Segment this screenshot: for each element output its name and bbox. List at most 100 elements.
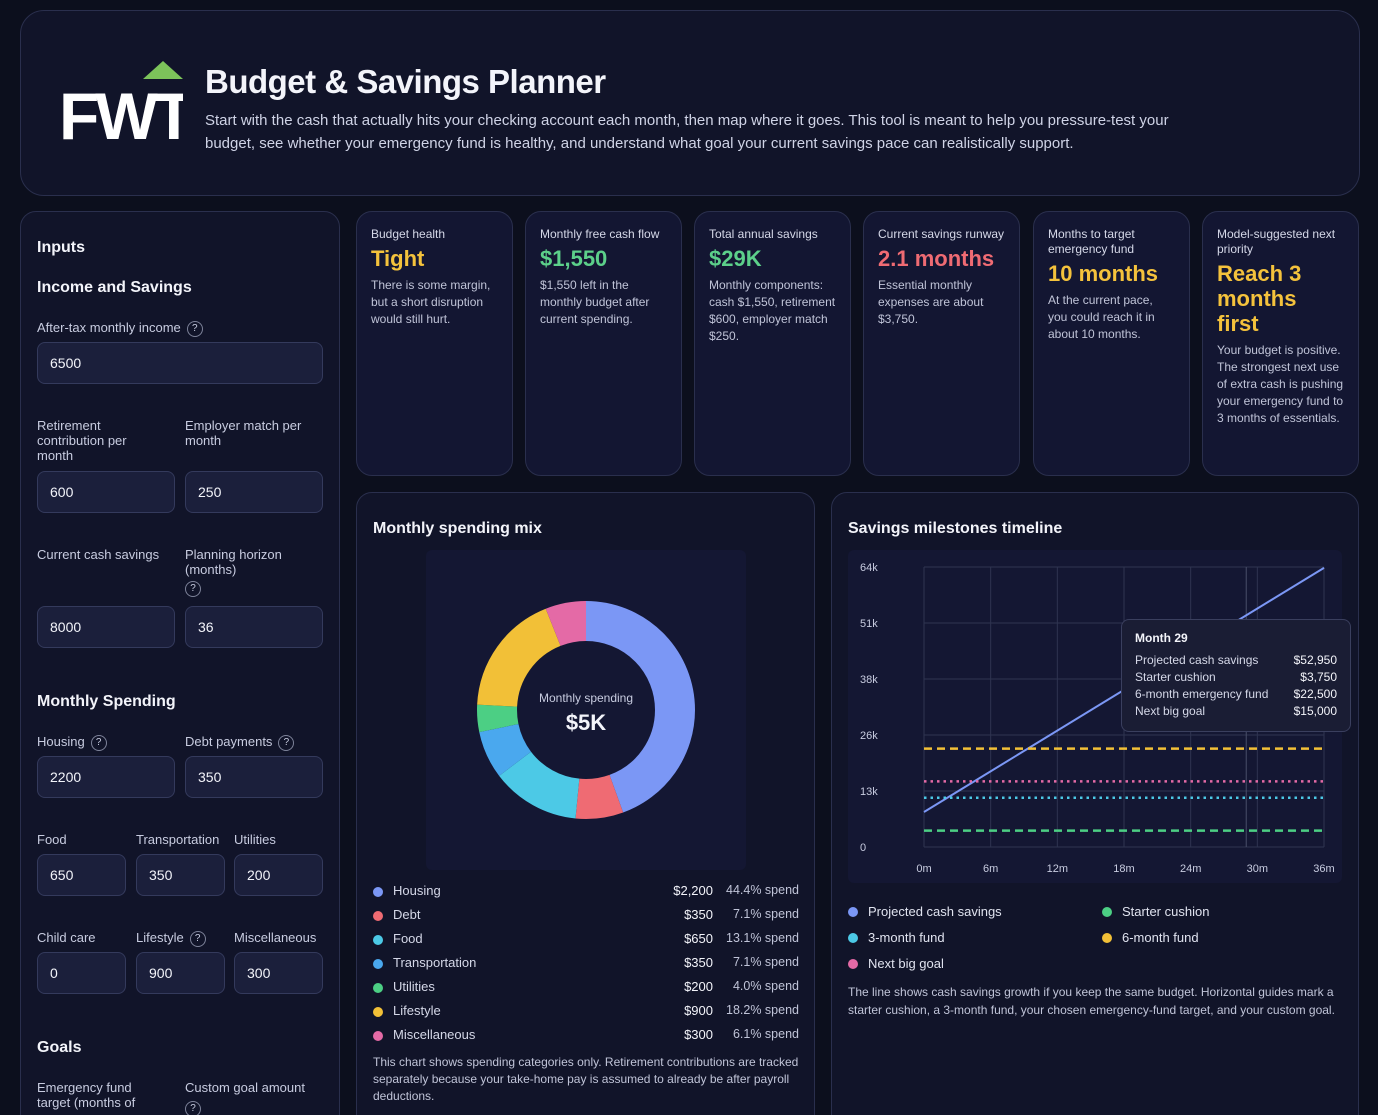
ef-target-label: Emergency fund target (months of bbox=[37, 1080, 136, 1110]
goals-section-title: Goals bbox=[37, 1039, 82, 1056]
timeline-chart[interactable]: 0 13k 26k 38k 51k 64k 0m 6m 12m 18m 24m 30m 36m Mont… bbox=[848, 550, 1351, 883]
legend-item-debt[interactable]: Debt $350 7.1% spend bbox=[373, 907, 799, 925]
help-icon[interactable]: ? bbox=[189, 930, 206, 947]
legend-item-utilities[interactable]: Utilities $200 4.0% spend bbox=[373, 979, 799, 997]
legend-name: Transportation bbox=[393, 955, 477, 970]
legend-name: Debt bbox=[393, 907, 421, 922]
metric-description: Your budget is positive. The strongest n… bbox=[1217, 343, 1344, 425]
metric-description: There is some margin, but a short disrup… bbox=[371, 278, 491, 326]
timeline-panel: Savings milestones timeline 0 13k 26k 38k 51… bbox=[831, 492, 1359, 1115]
legend-item-lifestyle[interactable]: Lifestyle $900 18.2% spend bbox=[373, 1003, 799, 1021]
legend-dot bbox=[373, 983, 383, 993]
x-tick-label: 12m bbox=[1047, 863, 1068, 875]
x-tick-label: 18m bbox=[1113, 863, 1134, 875]
metric-value: $29K bbox=[709, 246, 762, 271]
legend-item-miscellaneous[interactable]: Miscellaneous $300 6.1% spend bbox=[373, 1027, 799, 1045]
legend-dot bbox=[373, 887, 383, 897]
transport-field[interactable] bbox=[136, 854, 225, 896]
metric-label: Monthly free cash flow bbox=[540, 227, 660, 241]
help-icon[interactable]: ? bbox=[90, 734, 107, 751]
tooltip-row: Projected cash savings $52,950 bbox=[1135, 653, 1337, 667]
legend-item-transportation[interactable]: Transportation $350 7.1% spend bbox=[373, 955, 799, 973]
donut-slice-miscellaneous[interactable] bbox=[477, 601, 695, 819]
debt-label: Debt payments? bbox=[185, 734, 295, 751]
tooltip-title: Month 29 bbox=[1135, 631, 1188, 645]
donut-note: This chart shows spending categories onl… bbox=[373, 1055, 799, 1103]
food-field[interactable] bbox=[37, 854, 126, 896]
y-tick-label: 51k bbox=[860, 618, 878, 630]
x-tick-label: 6m bbox=[983, 863, 998, 875]
metric-value: $1,550 bbox=[540, 246, 608, 271]
employer-match-field[interactable] bbox=[185, 471, 323, 513]
metric-label: Total annual savings bbox=[709, 227, 818, 241]
legend-item-food[interactable]: Food $650 13.1% spend bbox=[373, 931, 799, 949]
after-tax-income-field[interactable] bbox=[37, 342, 323, 384]
metric-value: 10 months bbox=[1048, 261, 1159, 286]
lifestyle-field[interactable] bbox=[136, 952, 225, 994]
legend-name: Lifestyle bbox=[393, 1003, 441, 1018]
horizon-field[interactable] bbox=[185, 606, 323, 648]
spending-mix-title: Monthly spending mix bbox=[373, 520, 542, 537]
income-section-title: Income and Savings bbox=[37, 279, 192, 296]
metric-value: Reach 3 months first bbox=[1217, 261, 1302, 336]
metric-label: Months to target emergency fund bbox=[1048, 227, 1135, 256]
legend-percent: 6.1% spend bbox=[732, 1027, 799, 1041]
retirement-label: Retirement contribution per month bbox=[37, 418, 127, 463]
housing-field[interactable] bbox=[37, 756, 175, 798]
childcare-field[interactable] bbox=[37, 952, 126, 994]
misc-field[interactable] bbox=[234, 952, 323, 994]
tooltip-row: 6-month emergency fund $22,500 bbox=[1135, 687, 1337, 701]
retirement-field[interactable] bbox=[37, 471, 175, 513]
chart-tooltip: Month 29 Projected cash savings $52,950 S… bbox=[1121, 619, 1351, 732]
svg-text:FWT: FWT bbox=[59, 79, 183, 143]
legend-percent: 4.0% spend bbox=[732, 979, 799, 993]
transport-label: Transportation bbox=[136, 832, 220, 847]
debt-field[interactable] bbox=[185, 756, 323, 798]
tooltip-row: Starter cushion $3,750 bbox=[1135, 670, 1337, 684]
donut-slice-debt[interactable] bbox=[477, 601, 695, 819]
x-tick-label: 36m bbox=[1313, 863, 1334, 875]
spending-section-title: Monthly Spending bbox=[37, 693, 176, 710]
legend-name: Food bbox=[393, 931, 423, 946]
legend-dot bbox=[373, 935, 383, 945]
custom-goal-label: Custom goal amount? bbox=[185, 1080, 325, 1115]
legend-dot bbox=[373, 959, 383, 969]
metric-description: Essential monthly expenses are about $3,… bbox=[878, 278, 984, 326]
donut-slice-utilities[interactable] bbox=[477, 601, 695, 819]
metric-card-runway: Current savings runway 2.1 months Essent… bbox=[863, 211, 1020, 476]
legend-dot bbox=[373, 911, 383, 921]
legend-name: Utilities bbox=[393, 979, 435, 994]
metric-card-next-priority: Model-suggested next priority Reach 3 mo… bbox=[1202, 211, 1359, 476]
legend-amount: $300 bbox=[684, 1027, 713, 1042]
legend-item-housing[interactable]: Housing $2,200 44.4% spend bbox=[373, 883, 799, 901]
utilities-label: Utilities bbox=[234, 832, 276, 847]
housing-label: Housing? bbox=[37, 734, 107, 751]
legend-amount: $900 bbox=[684, 1003, 713, 1018]
legend-percent: 7.1% spend bbox=[732, 907, 799, 921]
y-tick-label: 26k bbox=[860, 730, 878, 742]
donut-svg: Monthly spending $5K bbox=[477, 601, 695, 819]
metric-card-free-cash-flow: Monthly free cash flow $1,550 $1,550 lef… bbox=[525, 211, 682, 476]
donut-center-label: Monthly spending bbox=[539, 691, 633, 705]
help-icon[interactable]: ? bbox=[186, 320, 203, 337]
header-card: FWT Budget & Savings Planner Start with … bbox=[20, 10, 1360, 196]
metric-label: Budget health bbox=[371, 227, 446, 241]
legend-percent: 44.4% spend bbox=[726, 883, 799, 897]
timeline-note: The line shows cash savings growth if yo… bbox=[848, 985, 1335, 1017]
legend-amount: $350 bbox=[684, 907, 713, 922]
help-icon[interactable]: ? bbox=[185, 581, 201, 597]
utilities-field[interactable] bbox=[234, 854, 323, 896]
childcare-label: Child care bbox=[37, 930, 96, 945]
page-title: Budget & Savings Planner bbox=[205, 63, 606, 100]
legend-dot bbox=[373, 1007, 383, 1017]
help-icon[interactable]: ? bbox=[185, 1101, 201, 1115]
y-tick-label: 64k bbox=[860, 562, 878, 574]
cash-savings-field[interactable] bbox=[37, 606, 175, 648]
lifestyle-label: Lifestyle? bbox=[136, 930, 206, 947]
y-tick-label: 13k bbox=[860, 786, 878, 798]
legend-amount: $200 bbox=[684, 979, 713, 994]
metric-card-annual-savings: Total annual savings $29K Monthly compon… bbox=[694, 211, 851, 476]
employer-match-label: Employer match per month bbox=[185, 418, 302, 448]
donut-chart: Monthly spending $5K bbox=[426, 550, 746, 870]
help-icon[interactable]: ? bbox=[278, 734, 295, 751]
